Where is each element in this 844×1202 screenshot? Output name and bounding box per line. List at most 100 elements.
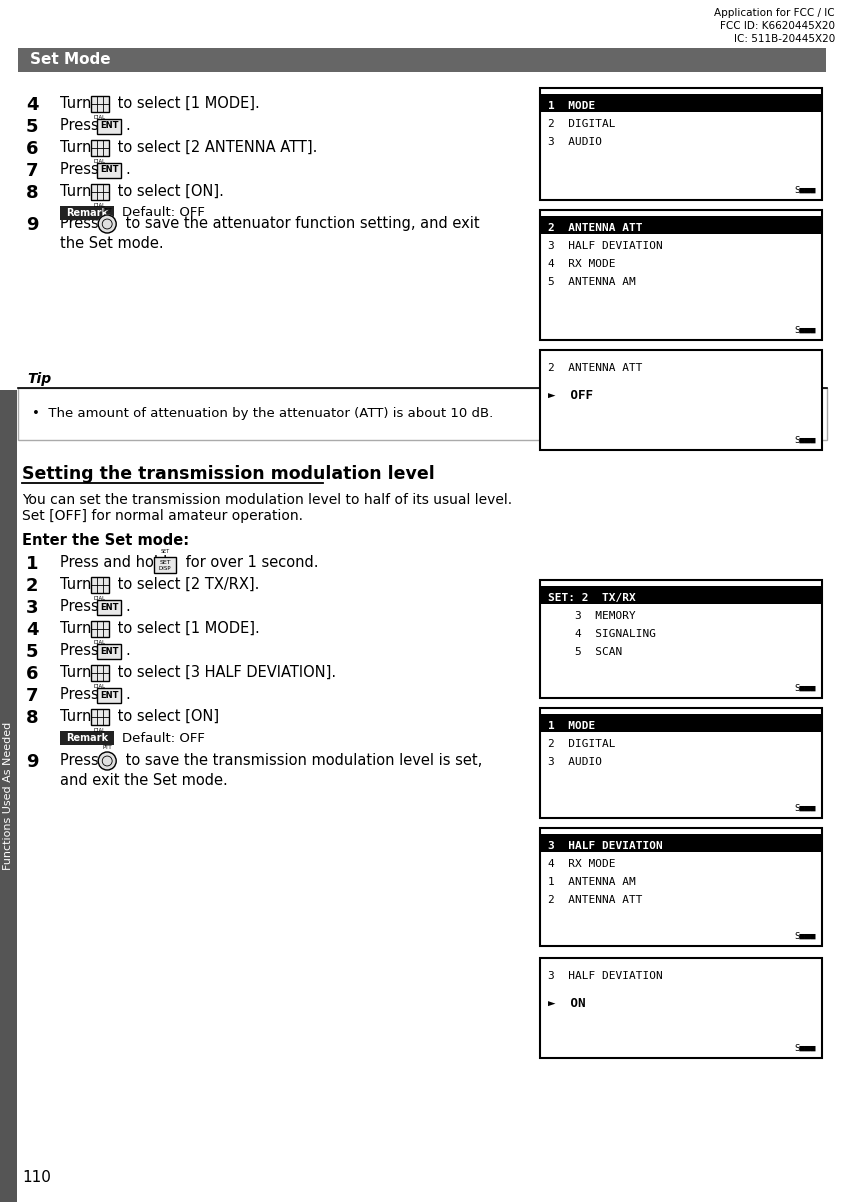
Text: 2  ANTENNA ATT: 2 ANTENNA ATT [548,895,641,905]
Text: Turn: Turn [60,709,96,724]
Text: Turn: Turn [60,184,96,200]
Bar [539,828,821,946]
Text: for over 1 second.: for over 1 second. [181,555,318,570]
Bar [0,389,17,1202]
Text: Press: Press [60,688,103,702]
Bar [60,731,114,745]
Text: Turn: Turn [60,139,96,155]
Text: 1  ANTENNA AM: 1 ANTENNA AM [548,877,635,887]
Bar [18,388,826,440]
Text: and exit the Set mode.: and exit the Set mode. [60,773,228,789]
Text: Enter the Set mode:: Enter the Set mode: [22,532,189,548]
Text: S■■■: S■■■ [793,1045,815,1053]
Text: 7: 7 [26,162,39,180]
Bar [60,206,114,220]
Text: Turn: Turn [60,577,96,593]
Bar [539,350,821,450]
Bar [91,577,109,593]
Text: Default: OFF: Default: OFF [122,207,204,220]
Text: DIAL: DIAL [94,684,106,689]
Text: Press: Press [60,118,103,133]
Text: 5: 5 [26,118,39,136]
Text: 1: 1 [26,555,39,573]
Text: to select [1 MODE].: to select [1 MODE]. [113,96,259,111]
Bar [97,162,121,178]
Text: 3  AUDIO: 3 AUDIO [548,137,601,147]
Bar [539,88,821,200]
Text: 9: 9 [26,216,39,234]
Text: 2  DIGITAL: 2 DIGITAL [548,739,614,749]
Text: Application for FCC / IC: Application for FCC / IC [713,8,834,18]
Bar [91,621,109,637]
Text: 4  SIGNALING: 4 SIGNALING [548,629,655,639]
Text: S■■■: S■■■ [793,932,815,941]
Text: You can set the transmission modulation level to half of its usual level.: You can set the transmission modulation … [22,493,511,507]
Text: 3  MEMORY: 3 MEMORY [548,611,635,621]
Bar [539,210,821,340]
Text: S■■■: S■■■ [793,436,815,445]
Text: 1  MODE: 1 MODE [548,101,594,111]
Text: DIAL: DIAL [94,115,106,120]
Text: 5  ANTENNA AM: 5 ANTENNA AM [548,276,635,287]
Text: Press: Press [60,216,103,231]
Text: SET: SET [160,549,170,554]
Text: SET: 2  TX/RX: SET: 2 TX/RX [548,593,635,603]
Text: ENT: ENT [100,647,118,655]
Text: 2  ANTENNA ATT: 2 ANTENNA ATT [548,224,641,233]
Text: •  The amount of attenuation by the attenuator (ATT) is about 10 dB.: • The amount of attenuation by the atten… [32,407,493,421]
Text: 2  DIGITAL: 2 DIGITAL [548,119,614,129]
Text: 3: 3 [26,599,39,617]
Text: 6: 6 [26,139,39,157]
Text: ►  OFF: ► OFF [548,389,592,401]
Text: ENT: ENT [100,602,118,612]
Text: 2: 2 [26,577,39,595]
Text: to select [3 HALF DEVIATION].: to select [3 HALF DEVIATION]. [113,665,336,680]
Text: S■■■: S■■■ [793,684,815,694]
Bar [18,48,825,72]
Text: to save the transmission modulation level is set,: to save the transmission modulation leve… [121,752,482,768]
Text: 4  RX MODE: 4 RX MODE [548,859,614,869]
Text: Turn: Turn [60,665,96,680]
Text: 8: 8 [26,184,39,202]
Text: 3  HALF DEVIATION: 3 HALF DEVIATION [548,841,662,851]
Bar [540,216,820,234]
Text: DIAL: DIAL [94,596,106,601]
Text: Set [OFF] for normal amateur operation.: Set [OFF] for normal amateur operation. [22,508,303,523]
Text: .: . [125,688,130,702]
Bar [540,834,820,852]
Text: to select [ON].: to select [ON]. [113,184,224,200]
Bar [97,600,121,614]
Text: S■■■: S■■■ [793,186,815,195]
Text: ENT: ENT [100,166,118,174]
Bar [540,587,820,603]
Bar [97,643,121,659]
Text: Default: OFF: Default: OFF [122,732,204,744]
Text: SET: SET [159,560,170,565]
Text: PTT: PTT [102,208,112,213]
Text: ►  ON: ► ON [548,996,585,1010]
Bar [91,96,109,112]
Text: Press: Press [60,599,103,614]
Text: 8: 8 [26,709,39,727]
Bar [91,709,109,725]
Bar [91,139,109,156]
Text: Press: Press [60,162,103,177]
Bar [154,557,176,573]
Circle shape [98,752,116,770]
Text: 4: 4 [26,96,39,114]
Text: to select [2 TX/RX].: to select [2 TX/RX]. [113,577,259,593]
Text: Set Mode: Set Mode [30,53,111,67]
Bar [540,94,820,112]
Text: IC: 511B-20445X20: IC: 511B-20445X20 [733,34,834,44]
Bar [540,714,820,732]
Bar [91,665,109,682]
Text: ENT: ENT [100,690,118,700]
Text: DIAL: DIAL [94,728,106,733]
Text: DISP: DISP [159,566,171,571]
Text: DIAL: DIAL [94,159,106,163]
Text: DIAL: DIAL [94,639,106,645]
Text: Tip: Tip [27,371,51,386]
Text: 6: 6 [26,665,39,683]
Text: to select [1 MODE].: to select [1 MODE]. [113,621,259,636]
Text: .: . [125,643,130,657]
